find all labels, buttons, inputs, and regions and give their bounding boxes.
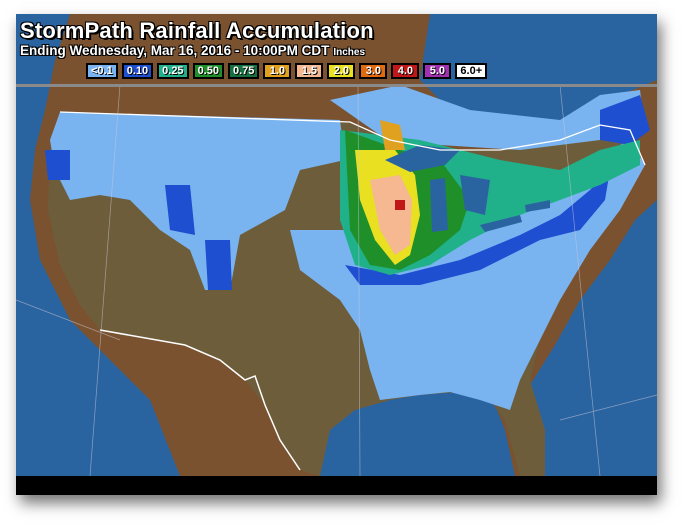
legend-swatch: 1.0 [263,63,292,79]
us-canada-border [59,111,646,166]
lake-erie [480,215,522,232]
precip-light-northwest [50,112,345,290]
map-subtitle: Ending Wednesday, Mar 16, 2016 - 10:00PM… [20,43,365,58]
precip-blue-west-2 [165,185,195,235]
us-mexico-border [99,329,301,471]
gulf-of-mexico [318,390,515,476]
legend-swatch: 1.5 [295,63,324,79]
map-title: StormPath Rainfall Accumulation [20,18,374,43]
legend-swatch: 6.0+ [455,63,488,79]
units-label: Inches [333,47,366,58]
precip-light-canada [330,85,645,150]
legend-swatch: 0.75 [227,63,260,79]
valid-time: Ending Wednesday, Mar 16, 2016 - 10:00PM… [20,43,330,58]
lake-huron [460,175,490,215]
precip-blue-west-1 [45,150,70,180]
legend-swatch: 0.25 [157,63,189,79]
rainfall-map [16,14,657,495]
precip-light-central-east [290,140,645,410]
precip-red [395,200,405,210]
lake-michigan [430,178,448,232]
legend-swatch: 5.0 [423,63,452,79]
footer-bar [16,476,657,495]
rainfall-map-panel: StormPath Rainfall Accumulation Ending W… [16,14,657,495]
header-divider [16,84,657,87]
legend-swatch: <0.1 [86,63,118,79]
precip-blue-west-3 [205,240,232,290]
rainfall-legend: <0.1 0.10 0.25 0.50 0.75 1.0 1.5 2.0 3.0 4.0 5.0 6.… [86,63,488,79]
legend-swatch: 0.10 [121,63,154,79]
pacific-ocean [16,14,180,476]
precip-orange [380,120,405,150]
gulf-of-california [100,360,160,476]
legend-swatch: 3.0 [359,63,388,79]
atlantic-ocean [530,200,657,476]
precip-peach [370,175,412,255]
precip-blue-band [345,170,610,285]
lake-ontario [525,200,550,212]
graticule [16,84,657,477]
lake-superior [385,145,460,172]
precip-blue-northeast [600,95,650,145]
legend-swatch: 2.0 [327,63,356,79]
legend-swatch: 0.50 [192,63,224,79]
legend-swatch: 4.0 [391,63,420,79]
